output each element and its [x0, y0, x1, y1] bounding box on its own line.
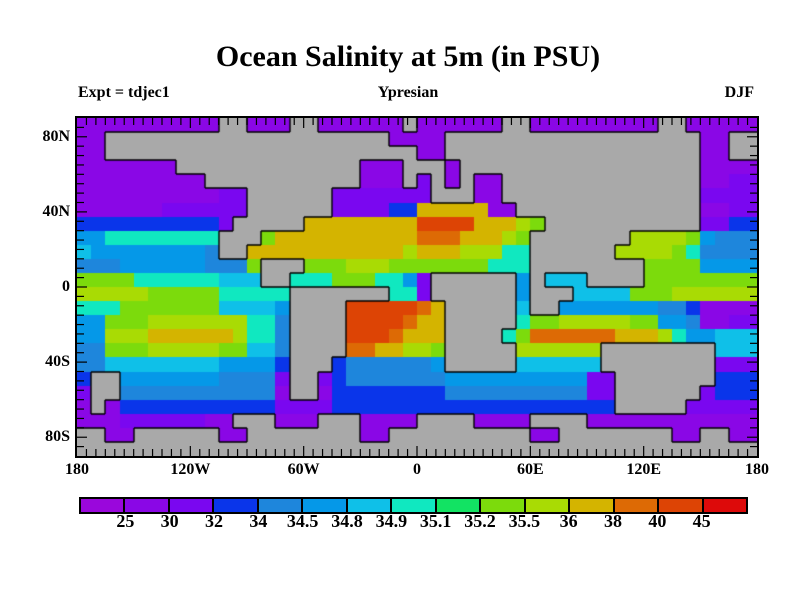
colorbar-segment [256, 499, 302, 512]
colorbar-segment [701, 499, 747, 512]
season-label: DJF [724, 84, 754, 101]
colorbar-segment [345, 499, 391, 512]
colorbar-tick-label: 36 [559, 511, 578, 531]
lon-tick-label: 180 [65, 461, 89, 478]
chart-title: Ocean Salinity at 5m (in PSU) [215, 40, 601, 73]
colorbar-segment [479, 499, 524, 512]
colorbar-tick-label: 34.8 [331, 511, 363, 531]
colorbar-segment [81, 499, 124, 512]
salinity-field-canvas [77, 118, 757, 456]
colorbar-tick-label: 32 [205, 511, 223, 531]
lon-tick-label: 60W [287, 461, 320, 478]
colorbar-segment [523, 499, 569, 512]
colorbar-segment [390, 499, 435, 512]
lon-tick-label: 180 [745, 461, 769, 478]
colorbar-tick-label: 35.2 [464, 511, 496, 531]
colorbar-segment [167, 499, 213, 512]
lat-tick-label: 0 [62, 278, 70, 295]
colorbar-tick-label: 34 [249, 511, 268, 531]
colorbar-tick-label: 35.5 [508, 511, 541, 531]
lon-tick-label: 0 [413, 461, 421, 478]
lat-tick-label: 40N [42, 202, 70, 220]
colorbar-tick-label: 25 [116, 511, 135, 531]
colorbar [79, 497, 748, 514]
experiment-label: Expt = tdjec1 [78, 84, 170, 101]
colorbar-tick-label: 34.9 [375, 511, 408, 531]
colorbar-segment [212, 499, 257, 512]
colorbar-segment [568, 499, 613, 512]
colorbar-segment [434, 499, 480, 512]
colorbar-segment [301, 499, 346, 512]
colorbar-segment [657, 499, 702, 512]
colorbar-tick-label: 30 [160, 511, 179, 531]
colorbar-tick-label: 45 [692, 511, 711, 531]
colorbar-segment [612, 499, 658, 512]
lat-tick-label: 80S [45, 428, 70, 446]
lon-tick-label: 60E [516, 461, 544, 478]
axis-ticks [77, 118, 757, 456]
colorbar-segment [123, 499, 168, 512]
colorbar-tick-label: 34.5 [286, 511, 319, 531]
map-panel [75, 116, 759, 458]
lat-tick-label: 80N [42, 127, 70, 145]
lon-tick-label: 120E [626, 461, 661, 478]
colorbar-tick-label: 38 [604, 511, 622, 531]
lat-tick-label: 40S [45, 353, 70, 371]
era-label: Ypresian [377, 84, 439, 101]
colorbar-tick-label: 35.1 [419, 511, 452, 531]
colorbar-tick-label: 40 [648, 511, 667, 531]
lon-tick-label: 120W [170, 461, 211, 478]
